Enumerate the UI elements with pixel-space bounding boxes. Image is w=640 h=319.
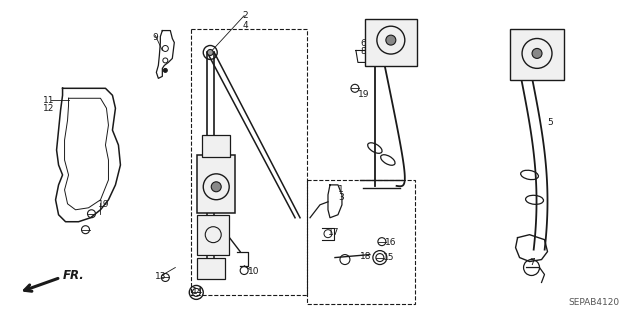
Bar	[307, 180, 415, 304]
Bar	[197, 155, 235, 213]
Bar	[202, 135, 230, 157]
Text: 2: 2	[242, 11, 248, 20]
Text: 13: 13	[156, 271, 167, 280]
Text: 14: 14	[192, 287, 204, 296]
Bar	[509, 29, 564, 80]
Bar	[191, 29, 307, 295]
Text: 7: 7	[529, 257, 535, 267]
Text: 19: 19	[97, 200, 109, 209]
Text: 19: 19	[358, 90, 369, 99]
Circle shape	[163, 68, 167, 72]
Circle shape	[532, 48, 542, 58]
Circle shape	[211, 182, 221, 192]
Text: 15: 15	[383, 253, 394, 262]
Text: 16: 16	[385, 238, 396, 247]
Text: 3: 3	[338, 193, 344, 202]
Text: 8: 8	[360, 48, 365, 56]
Text: 1: 1	[338, 185, 344, 194]
Circle shape	[207, 49, 213, 56]
Bar	[197, 215, 229, 255]
Circle shape	[386, 35, 396, 45]
Bar	[365, 19, 417, 66]
Text: 9: 9	[152, 33, 158, 41]
Text: 5: 5	[547, 118, 553, 127]
Bar	[197, 257, 225, 279]
Text: 10: 10	[248, 267, 260, 276]
Text: 18: 18	[360, 252, 371, 261]
Text: FR.: FR.	[63, 269, 84, 282]
Text: 11: 11	[43, 96, 54, 105]
Text: 4: 4	[242, 21, 248, 30]
Text: 17: 17	[328, 228, 339, 237]
Text: 12: 12	[43, 104, 54, 113]
Text: 6: 6	[360, 39, 365, 48]
Text: SEPAB4120: SEPAB4120	[568, 298, 620, 307]
